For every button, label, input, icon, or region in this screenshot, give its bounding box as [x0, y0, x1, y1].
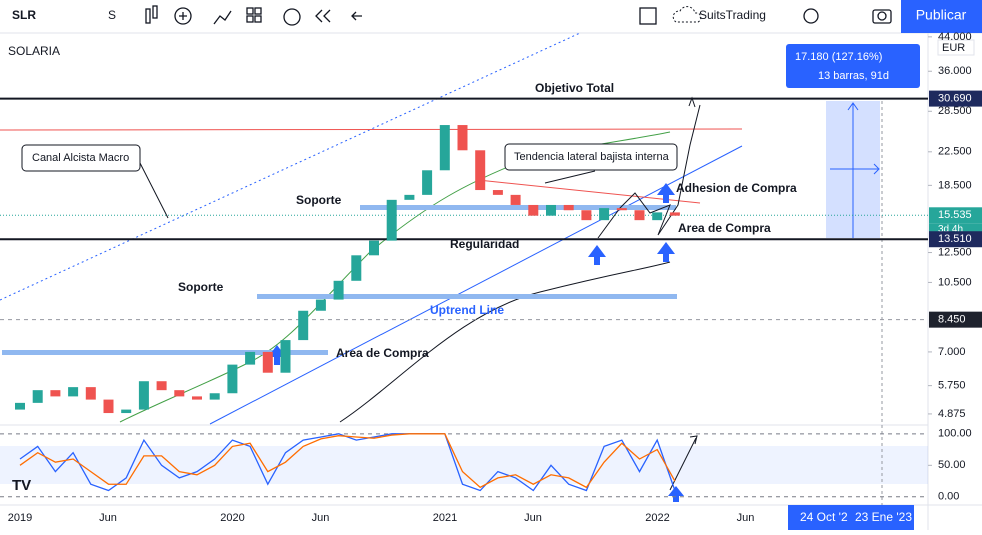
candle	[298, 310, 309, 341]
annotation: Canal Alcista Macro	[32, 152, 129, 164]
osc-tick-label: 100.00	[938, 428, 972, 440]
level-label: 15.535	[938, 209, 972, 221]
candle	[581, 210, 592, 221]
level-label: 8.450	[938, 314, 966, 326]
candle	[174, 390, 185, 397]
y-tick-label: 18.500	[938, 179, 972, 191]
annotation: Objetivo Total	[535, 81, 614, 95]
candle	[156, 381, 167, 391]
x-tick-label: 2020	[220, 512, 244, 524]
level-tag	[929, 207, 982, 224]
candle	[528, 204, 539, 216]
candle	[103, 399, 114, 414]
annotation: Soporte	[178, 280, 224, 294]
candle	[280, 340, 291, 373]
interval[interactable]: S	[108, 8, 116, 22]
candle	[227, 364, 238, 394]
candle	[209, 393, 220, 400]
publish-button[interactable]	[901, 0, 982, 33]
y-tick-label: 28.500	[938, 105, 972, 117]
toolbar	[0, 0, 982, 33]
candle	[457, 125, 468, 151]
candle	[563, 204, 574, 211]
date-from: 24 Oct '2	[800, 510, 848, 524]
x-tick-label: Jun	[99, 512, 117, 524]
account[interactable]: SuitsTrading	[699, 8, 766, 22]
candle	[262, 351, 273, 373]
candle	[15, 402, 25, 410]
level-label: 30.690	[938, 93, 972, 105]
x-tick-label: Jun	[312, 512, 330, 524]
candle	[351, 255, 362, 281]
candle	[121, 409, 132, 414]
candle	[138, 381, 149, 410]
candle	[669, 212, 680, 216]
candle	[634, 210, 645, 221]
y-tick-label: 22.500	[938, 146, 972, 158]
annotation: Area de Compra	[678, 221, 771, 235]
annotation: Adhesion de Compra	[676, 181, 797, 195]
x-tick-label: 2022	[645, 512, 669, 524]
candle	[386, 199, 397, 241]
toolbar-icons	[145, 5, 892, 26]
x-tick-label: 2019	[8, 512, 32, 524]
measure-box	[786, 44, 920, 88]
oscillator-band	[0, 446, 928, 484]
annotation: Tendencia lateral bajista interna	[514, 151, 670, 163]
candle	[68, 387, 79, 397]
candle	[333, 280, 344, 300]
x-tick-label: Jun	[524, 512, 542, 524]
candle	[404, 194, 415, 200]
candle	[546, 204, 556, 216]
publish-label[interactable]: Publicar	[916, 7, 967, 23]
candle	[245, 351, 256, 365]
level-tag	[929, 90, 982, 107]
level-label: 13.510	[938, 233, 972, 245]
y-tick-label: 7.000	[938, 346, 966, 358]
y-tick-label: 4.875	[938, 408, 966, 420]
candle	[652, 212, 663, 221]
osc-tick-label: 0.00	[938, 491, 959, 503]
annotation: Area de Compra	[336, 346, 429, 360]
candle	[492, 190, 503, 195]
tv-logo: TV	[12, 477, 31, 494]
candle	[475, 150, 486, 191]
candle	[439, 125, 450, 171]
annotation-boxes	[21, 143, 678, 172]
candle	[315, 299, 326, 311]
currency[interactable]: EUR	[942, 42, 965, 54]
x-tick-label: Jun	[737, 512, 755, 524]
measure-change: 17.180 (127.16%)	[795, 51, 882, 63]
candle	[192, 396, 202, 400]
y-tick-label: 36.000	[938, 65, 972, 77]
candle	[510, 194, 521, 205]
osc-line	[19, 433, 676, 489]
x-tick-label: 2021	[433, 512, 457, 524]
y-tick-label: 5.750	[938, 380, 966, 392]
candle	[422, 170, 433, 195]
annotation: Soporte	[296, 193, 342, 207]
annotation: Regularidad	[450, 237, 519, 251]
date-range	[788, 505, 914, 530]
chart-title: SOLARIA	[8, 44, 60, 58]
candle	[32, 390, 43, 403]
symbol[interactable]: SLR	[12, 8, 36, 22]
candle	[369, 240, 379, 256]
candle	[616, 208, 627, 211]
level-tag	[929, 311, 982, 328]
candle	[85, 387, 96, 400]
candle	[599, 208, 610, 221]
candle	[50, 390, 61, 397]
buy-arrows	[268, 183, 684, 502]
measure-span: 13 barras, 91d	[818, 70, 889, 82]
y-tick-label: 44.000	[938, 31, 972, 43]
osc-tick-label: 50.00	[938, 459, 966, 471]
y-tick-label: 12.500	[938, 246, 972, 258]
y-tick-label: 10.500	[938, 276, 972, 288]
annotation: Uptrend Line	[430, 303, 504, 317]
date-to: 23 Ene '23	[855, 510, 912, 524]
countdown: 3d 4h	[938, 224, 963, 235]
level-tag	[929, 231, 982, 248]
